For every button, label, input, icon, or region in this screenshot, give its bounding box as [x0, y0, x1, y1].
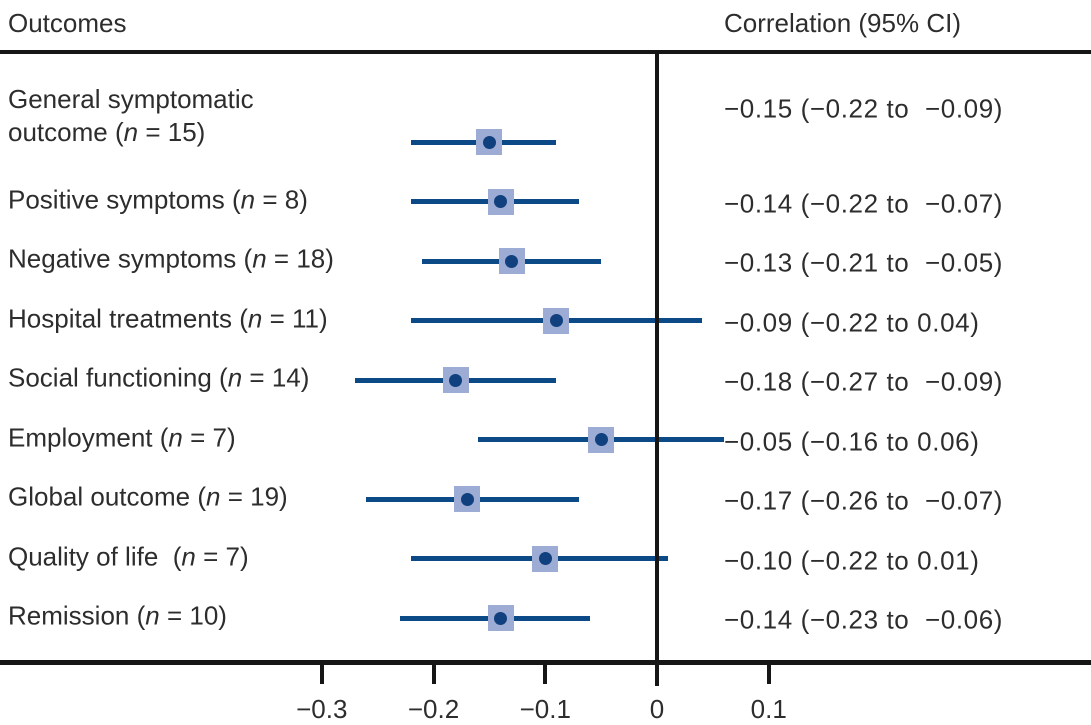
n-open-paren: ( [224, 184, 241, 214]
row-label: General symptomatic outcome (n = 15) [8, 83, 254, 149]
effect-marker-dot [549, 314, 563, 327]
row-correlation-value: −0.14 (−0.22 to −0.07) [724, 188, 1004, 218]
n-symbol: n [168, 422, 183, 452]
n-symbol: n [247, 303, 263, 333]
column-header-correlation: Correlation (95% CI) [724, 8, 961, 38]
n-open-paren: ( [190, 481, 206, 512]
row-correlation-value: −0.17 (−0.26 to −0.07) [724, 485, 1004, 516]
x-axis-tick [655, 665, 659, 684]
n-equals: = [266, 243, 297, 274]
x-axis-tick-label: −0.1 [519, 694, 571, 724]
n-open-paren: ( [211, 362, 228, 393]
zero-reference-line [655, 50, 659, 686]
n-close-paren: ) [239, 541, 249, 571]
row-label-text: Employment [8, 422, 153, 452]
n-equals: = [262, 303, 292, 333]
row-correlation-value: −0.13 (−0.21 to −0.05) [724, 247, 1004, 278]
row-label-text: Global outcome [8, 481, 191, 512]
row-correlation-value: −0.15 (−0.22 to −0.09) [724, 93, 1004, 124]
effect-marker-dot [449, 373, 463, 387]
n-close-paren: ) [218, 600, 227, 631]
row-label-text: Negative symptoms [8, 243, 237, 274]
n-open-paren: ( [129, 600, 146, 631]
x-axis-tick [319, 665, 324, 684]
n-symbol: n [227, 362, 243, 393]
n-count: 10 [189, 600, 219, 631]
n-open-paren: ( [107, 117, 124, 147]
x-axis-tick-label: 0.1 [750, 694, 787, 724]
n-symbol: n [240, 184, 256, 214]
x-axis-tick-label: −0.3 [296, 694, 348, 724]
row-label-text: Positive symptoms [8, 184, 225, 214]
row-label-text: Remission [8, 600, 130, 631]
n-count: 14 [271, 362, 301, 393]
row-label-text: Hospital treatments [8, 303, 232, 333]
row-label-text: General symptomatic outcome [8, 84, 254, 147]
row-correlation-value: −0.14 (−0.23 to −0.06) [724, 604, 1004, 635]
row-label: Remission (n = 10) [8, 600, 227, 633]
row-label-text: Social functioning [8, 362, 212, 393]
effect-marker-dot [538, 552, 552, 565]
row-label: Positive symptoms (n = 8) [8, 183, 308, 216]
n-equals: = [182, 422, 213, 452]
n-count: 18 [296, 243, 326, 274]
n-count: 15 [167, 117, 197, 147]
x-axis-tick [766, 665, 771, 684]
n-open-paren: ( [165, 541, 182, 571]
n-count: 7 [225, 541, 240, 571]
row-label: Global outcome (n = 19) [8, 481, 288, 514]
n-symbol: n [206, 481, 221, 512]
x-axis-line [0, 660, 1091, 665]
n-close-paren: ) [299, 184, 308, 214]
row-correlation-value: −0.05 (−0.16 to 0.06) [724, 426, 980, 456]
row-label: Employment (n = 7) [8, 421, 236, 454]
n-equals: = [220, 481, 251, 512]
x-axis-tick [431, 665, 436, 684]
effect-marker-dot [460, 492, 474, 506]
row-label: Quality of life (n = 7) [8, 540, 249, 573]
n-equals: = [159, 600, 190, 631]
n-equals: = [242, 362, 272, 393]
n-open-paren: ( [231, 303, 248, 333]
header-rule [0, 50, 1091, 54]
effect-marker-dot [482, 135, 496, 149]
row-correlation-value: −0.09 (−0.22 to 0.04) [724, 307, 980, 337]
row-label: Negative symptoms (n = 18) [8, 243, 334, 276]
n-close-paren: ) [279, 481, 288, 512]
n-equals: = [138, 117, 168, 147]
effect-marker-dot [494, 195, 508, 208]
n-close-paren: ) [318, 303, 328, 333]
row-label: Hospital treatments (n = 11) [8, 302, 328, 335]
effect-marker-dot [594, 433, 608, 446]
n-open-paren: ( [236, 243, 253, 274]
n-symbol: n [181, 541, 196, 571]
n-equals: = [255, 184, 285, 214]
column-header-outcomes: Outcomes [8, 8, 127, 38]
n-count: 19 [250, 481, 280, 512]
n-count: 7 [212, 422, 227, 452]
n-symbol: n [145, 600, 160, 631]
n-count: 8 [284, 184, 300, 214]
n-open-paren: ( [152, 422, 169, 452]
row-label: Social functioning (n = 14) [8, 362, 309, 395]
effect-marker-dot [505, 254, 519, 268]
x-axis-tick [543, 665, 548, 684]
n-close-paren: ) [196, 117, 206, 147]
n-close-paren: ) [226, 422, 236, 452]
x-axis-tick-label: −0.2 [407, 694, 460, 724]
n-symbol: n [123, 117, 139, 147]
row-correlation-value: −0.10 (−0.22 to 0.01) [724, 545, 980, 575]
effect-marker-dot [494, 611, 508, 625]
n-count: 11 [291, 303, 319, 333]
n-equals: = [195, 541, 226, 571]
n-close-paren: ) [300, 362, 310, 393]
row-label-text: Quality of life [8, 541, 166, 571]
row-correlation-value: −0.18 (−0.27 to −0.09) [724, 366, 1004, 397]
n-close-paren: ) [325, 243, 334, 274]
n-symbol: n [252, 243, 267, 274]
x-axis-tick-label: 0 [649, 694, 665, 724]
